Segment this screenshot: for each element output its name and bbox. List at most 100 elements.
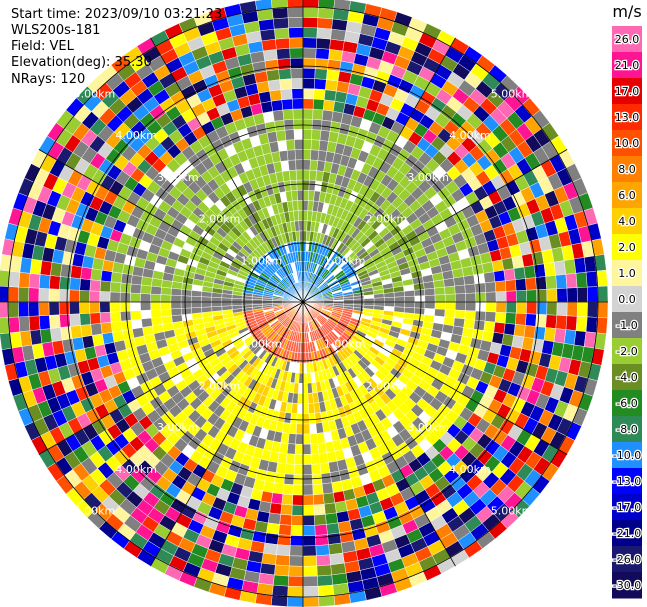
velocity-gate <box>120 282 132 294</box>
velocity-gate <box>8 270 21 288</box>
velocity-gate <box>130 318 143 330</box>
velocity-gate <box>493 321 506 335</box>
azimuth-line <box>38 301 304 455</box>
velocity-gate <box>299 240 304 252</box>
velocity-gate <box>302 0 320 8</box>
velocity-gate <box>38 287 50 303</box>
velocity-gate <box>272 109 285 122</box>
velocity-gate <box>278 150 289 162</box>
velocity-gate <box>316 37 331 50</box>
velocity-gate <box>274 27 290 40</box>
velocity-gate <box>111 330 125 343</box>
velocity-gate <box>201 296 212 303</box>
azimuth-lines <box>0 0 608 607</box>
velocity-gate <box>434 301 446 310</box>
velocity-gate <box>314 524 328 536</box>
velocity-gate <box>302 128 313 140</box>
velocity-gate <box>309 433 319 445</box>
range-ring-label: 4.00km <box>449 463 491 476</box>
velocity-gate <box>566 287 578 303</box>
velocity-gate <box>279 78 293 90</box>
velocity-gate <box>263 49 278 62</box>
velocity-gate <box>525 313 537 327</box>
velocity-gate <box>287 17 304 29</box>
velocity-gate <box>383 292 395 298</box>
velocity-gate <box>120 310 132 322</box>
velocity-gate <box>302 57 316 69</box>
velocity-gate <box>423 281 435 290</box>
velocity-gate <box>264 59 279 72</box>
velocity-gate <box>160 308 172 318</box>
velocity-gate <box>28 315 41 331</box>
range-ring-label: 4.00km <box>115 463 157 476</box>
velocity-gate <box>290 67 304 79</box>
velocity-gate <box>129 292 141 303</box>
velocity-gate <box>99 311 112 324</box>
velocity-gate <box>311 473 323 485</box>
velocity-gate <box>119 292 131 303</box>
velocity-gate <box>505 290 517 303</box>
range-ring-label: 2.00km <box>366 213 408 226</box>
velocity-gate <box>140 309 152 320</box>
velocity-gate <box>295 169 304 181</box>
velocity-gate <box>262 110 275 124</box>
velocity-gate <box>312 483 324 496</box>
velocity-gate <box>353 298 365 303</box>
velocity-gate <box>69 277 81 291</box>
velocity-gate <box>495 291 507 303</box>
velocity-gate <box>321 482 334 495</box>
velocity-gate <box>48 288 60 303</box>
velocity-gate <box>424 294 436 303</box>
velocity-gate <box>130 283 142 294</box>
range-ring-label: 2.00km <box>199 379 241 392</box>
velocity-gate <box>302 586 319 598</box>
colorbar-tick-label: -21.0 <box>613 527 641 540</box>
velocity-gate <box>271 584 289 597</box>
velocity-gate <box>293 210 299 222</box>
velocity-gate <box>274 119 286 132</box>
velocity-gate <box>70 265 83 279</box>
velocity-gate <box>48 301 60 316</box>
velocity-gate <box>434 308 446 318</box>
velocity-gate <box>29 258 43 275</box>
velocity-gate <box>190 301 202 309</box>
velocity-gate <box>317 574 333 587</box>
velocity-gate <box>443 277 455 288</box>
velocity-gate <box>288 555 304 567</box>
instrument-label: WLS200s-181 <box>11 23 101 38</box>
velocity-gate <box>495 301 507 313</box>
velocity-gate <box>296 403 304 415</box>
velocity-gate <box>109 311 122 323</box>
velocity-gate <box>302 159 311 171</box>
velocity-gate <box>302 555 318 567</box>
colorbar-band <box>612 130 642 157</box>
velocity-gate <box>191 307 203 314</box>
velocity-gate <box>455 293 466 303</box>
velocity-gate <box>259 28 276 42</box>
velocity-gate <box>283 473 295 485</box>
velocity-gate <box>170 301 182 310</box>
velocity-gate <box>18 316 31 332</box>
range-ring-label: 1.00km <box>324 254 366 267</box>
velocity-gate <box>211 301 222 307</box>
velocity-gate <box>285 453 296 465</box>
colorbar-tick-label: -30.0 <box>613 579 641 592</box>
range-ring-label: 1.00km <box>324 338 366 351</box>
velocity-gate <box>394 296 405 303</box>
velocity-gate <box>325 79 339 92</box>
velocity-gate <box>473 273 486 285</box>
velocity-gate <box>294 443 304 455</box>
velocity-gate <box>90 323 103 336</box>
velocity-gate <box>373 297 385 303</box>
velocity-gate <box>296 179 304 191</box>
velocity-gate <box>525 277 537 291</box>
velocity-gate <box>312 108 324 121</box>
velocity-gate <box>493 269 506 283</box>
velocity-gate <box>454 309 466 320</box>
velocity-gate <box>140 293 151 303</box>
velocity-gate <box>190 295 202 303</box>
velocity-gate <box>516 301 527 314</box>
velocity-gate <box>89 312 101 325</box>
velocity-gate <box>503 323 516 336</box>
